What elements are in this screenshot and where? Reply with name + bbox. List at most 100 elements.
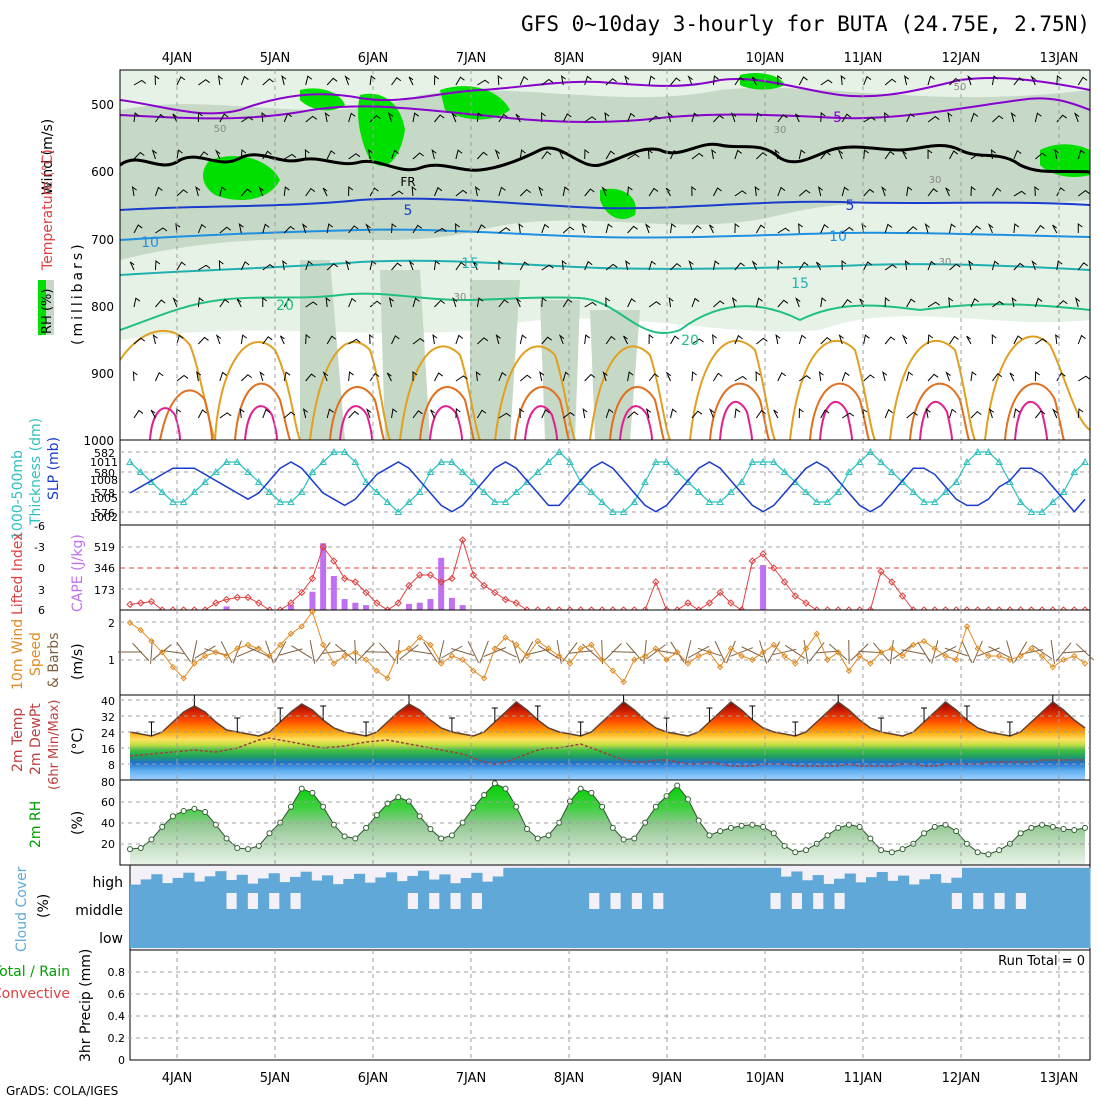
- thickness-point: [941, 487, 950, 495]
- cloud-cell-middle: [951, 909, 963, 921]
- wind-point: [684, 660, 692, 667]
- cloud-cell-low: [620, 921, 632, 948]
- upper-wind-barb: [561, 259, 567, 271]
- wind-point: [738, 652, 745, 660]
- cloud-cell-middle: [546, 893, 558, 921]
- cloud-cell-high: [226, 879, 238, 893]
- cloud-level-low: low: [99, 931, 123, 947]
- wind-point: [974, 645, 981, 652]
- upper-wind-barb: [647, 148, 653, 160]
- thickness-point: [297, 487, 306, 495]
- wind-point: [459, 656, 466, 663]
- tick-1000: 1000: [83, 434, 114, 448]
- cloud-cell-middle: [706, 893, 718, 921]
- cloud-cell-middle: [994, 909, 1006, 921]
- upper-wind-barb: [949, 150, 959, 160]
- upper-wind-barb: [326, 223, 334, 234]
- cloud-cell-middle: [450, 909, 462, 921]
- wind-point: [212, 649, 220, 656]
- contour-label-15: 15: [461, 256, 479, 272]
- upper-wind-barb: [901, 150, 908, 160]
- upper-wind-barb: [927, 188, 938, 197]
- upper-wind-barb: [198, 79, 210, 86]
- cloud-cell-high: [268, 873, 280, 893]
- thickness-point: [855, 457, 864, 465]
- cloud-cell-low: [162, 921, 174, 948]
- upper-wind-barb: [495, 334, 501, 345]
- date-label-bottom: 9JAN: [652, 1071, 683, 1086]
- cloud-cell-low: [215, 921, 227, 948]
- cloud-cell-high: [738, 867, 750, 893]
- upper-wind-barb: [670, 408, 677, 419]
- thickness-point: [737, 477, 746, 485]
- upper-wind-barb: [455, 149, 463, 160]
- cloud-cell-low: [663, 921, 675, 948]
- rh-point: [470, 804, 477, 811]
- upper-wind-barb: [283, 371, 291, 382]
- upper-wind-barb: [863, 75, 872, 86]
- upper-wind-barb: [670, 223, 677, 234]
- upper-wind-barb: [906, 298, 916, 308]
- thickness-point: [630, 497, 639, 505]
- li-point: [147, 597, 156, 606]
- cloud-cell-high: [972, 867, 984, 893]
- cloud-cell-high: [364, 882, 376, 893]
- upper-wind-barb: [751, 76, 757, 86]
- thickness-point: [340, 447, 349, 455]
- upper-wind-barb: [262, 408, 271, 419]
- wind-point: [395, 649, 402, 656]
- date-label-top: 10JAN: [746, 51, 785, 66]
- upper-wind-barb: [283, 298, 293, 308]
- thickness-point: [287, 497, 295, 505]
- cloud-cell-middle: [386, 893, 398, 921]
- wind-barb: [423, 641, 438, 663]
- wind-point: [598, 656, 606, 663]
- cloud-cell-low: [706, 921, 718, 948]
- rh2m-area: [130, 783, 1085, 865]
- cloud-cell-low: [802, 921, 814, 948]
- cloud-cell-low: [471, 921, 483, 948]
- upper-wind-barb: [906, 113, 915, 123]
- upper-wind-barb: [798, 261, 809, 271]
- temp-tick-8: 8: [108, 759, 115, 772]
- li-point: [716, 588, 724, 597]
- cloud-cell-high: [994, 867, 1006, 893]
- wind-barb: [335, 643, 355, 661]
- upper-wind-barb: [777, 186, 786, 197]
- cloud-cell-middle: [1036, 893, 1048, 921]
- cloud-cell-high: [876, 872, 888, 893]
- upper-wind-barb: [196, 370, 202, 382]
- li-point: [802, 599, 810, 607]
- wind-point: [201, 652, 209, 660]
- upper-wind-barb: [906, 226, 918, 234]
- wind-point: [663, 656, 670, 663]
- cloud-cell-high: [898, 875, 910, 893]
- cloud-cell-low: [844, 921, 856, 948]
- wind-point: [309, 608, 316, 615]
- wind-barb: [132, 642, 150, 662]
- wind-barb: [520, 641, 534, 663]
- upper-wind-barb: [326, 408, 334, 419]
- thickness-point: [651, 457, 660, 465]
- rh-label-30: 30: [774, 125, 787, 136]
- rh-tick-80: 80: [101, 776, 115, 789]
- wind-barb: [538, 645, 559, 659]
- upper-wind-barb: [987, 223, 994, 234]
- wind-barb: [220, 641, 233, 663]
- wind-barb: [803, 640, 809, 664]
- upper-wind-barb: [195, 186, 201, 197]
- wind-point: [845, 667, 853, 675]
- upper-wind-barb: [475, 370, 481, 382]
- upper-wind-barb: [1030, 75, 1036, 86]
- wind-point: [523, 652, 531, 660]
- cloud-cell-middle: [770, 909, 782, 921]
- upper-wind-barb: [541, 409, 550, 419]
- upper-wind-barb: [348, 371, 354, 382]
- rh-point: [169, 813, 176, 820]
- thickness-point: [995, 457, 1004, 465]
- cloud-cell-high: [375, 877, 387, 893]
- upper-wind-barb: [713, 372, 723, 382]
- wind-point: [641, 652, 649, 660]
- wind-point: [137, 626, 144, 634]
- slp-tick-1008: 1008: [90, 474, 118, 487]
